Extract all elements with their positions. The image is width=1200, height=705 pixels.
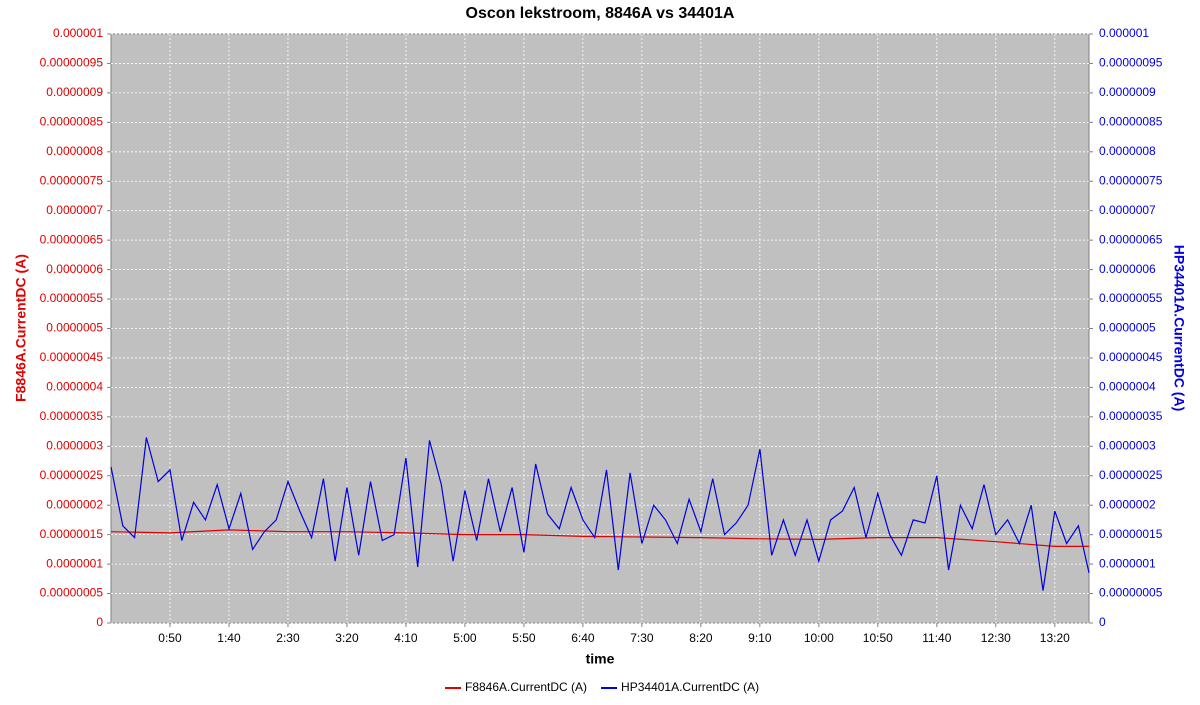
x-tick-label: 0:50 <box>158 631 182 645</box>
y2-tick-label: 0.00000085 <box>1099 115 1163 129</box>
y2-tick-label: 0.00000015 <box>1099 527 1163 541</box>
y-tick-label: 0.00000005 <box>40 586 104 600</box>
series-line <box>110 437 1090 591</box>
y2-tick-label: 0.00000095 <box>1099 56 1163 70</box>
y2-axis-title: HP34401A.CurrentDC (A) <box>1171 245 1187 411</box>
y2-tick-label: 0.0000008 <box>1099 144 1156 158</box>
y2-tick-label: 0.0000009 <box>1099 85 1156 99</box>
y2-tick-label: 0.00000045 <box>1099 350 1163 364</box>
y-tick-label: 0.0000001 <box>46 556 103 570</box>
x-tick-label: 1:40 <box>217 631 241 645</box>
chart-title: Oscon lekstroom, 8846A vs 34401A <box>466 5 735 22</box>
y-tick-label: 0.00000065 <box>40 232 104 246</box>
y2-tick-label: 0 <box>1099 615 1106 629</box>
y-tick-label: 0.0000003 <box>46 438 103 452</box>
y2-tick-label: 0.0000004 <box>1099 380 1156 394</box>
x-tick-label: 8:20 <box>689 631 713 645</box>
y2-tick-label: 0.00000075 <box>1099 173 1163 187</box>
x-tick-label: 9:10 <box>748 631 772 645</box>
y-axis-title: F8846A.CurrentDC (A) <box>13 254 29 402</box>
x-tick-label: 10:00 <box>804 631 834 645</box>
y-tick-label: 0.00000025 <box>40 468 104 482</box>
legend-label: HP34401A.CurrentDC (A) <box>621 680 759 694</box>
y2-tick-label: 0.00000025 <box>1099 468 1163 482</box>
y-tick-label: 0.0000005 <box>46 321 103 335</box>
x-tick-label: 11:40 <box>922 631 951 645</box>
x-axis-title: time <box>586 651 615 667</box>
y2-tick-label: 0.00000005 <box>1099 586 1163 600</box>
y-tick-label: 0.0000008 <box>46 144 103 158</box>
x-tick-label: 13:20 <box>1040 631 1070 645</box>
x-tick-label: 10:50 <box>863 631 893 645</box>
series-line <box>110 529 1089 547</box>
y2-tick-label: 0.0000005 <box>1099 321 1156 335</box>
y-tick-label: 0 <box>96 615 103 629</box>
y2-tick-label: 0.0000007 <box>1099 203 1156 217</box>
y2-tick-label: 0.0000003 <box>1099 438 1156 452</box>
y-tick-label: 0.0000006 <box>46 262 103 276</box>
y-tick-label: 0.0000002 <box>46 497 103 511</box>
x-tick-label: 3:20 <box>335 631 359 645</box>
y-tick-label: 0.0000007 <box>46 203 103 217</box>
x-tick-label: 12:30 <box>981 631 1011 645</box>
y-tick-label: 0.00000015 <box>40 527 104 541</box>
y2-tick-label: 0.00000055 <box>1099 291 1163 305</box>
x-tick-label: 7:30 <box>630 631 654 645</box>
y-tick-label: 0.00000045 <box>40 350 104 364</box>
y-tick-label: 0.00000095 <box>40 56 104 70</box>
y-tick-label: 0.000001 <box>53 26 103 40</box>
x-tick-label: 5:00 <box>453 631 477 645</box>
y2-tick-label: 0.0000006 <box>1099 262 1156 276</box>
y2-tick-label: 0.00000065 <box>1099 232 1163 246</box>
legend-label: F8846A.CurrentDC (A) <box>465 680 587 694</box>
y-tick-label: 0.00000075 <box>40 173 104 187</box>
y2-tick-label: 0.0000001 <box>1099 556 1156 570</box>
y2-tick-label: 0.00000035 <box>1099 409 1163 423</box>
y-tick-label: 0.0000004 <box>46 380 103 394</box>
x-tick-label: 2:30 <box>276 631 300 645</box>
y-tick-label: 0.00000085 <box>40 115 104 129</box>
x-tick-label: 4:10 <box>394 631 418 645</box>
x-tick-label: 6:40 <box>571 631 595 645</box>
x-tick-label: 5:50 <box>512 631 536 645</box>
y2-tick-label: 0.0000002 <box>1099 497 1156 511</box>
y-tick-label: 0.00000035 <box>40 409 104 423</box>
y-tick-label: 0.00000055 <box>40 291 104 305</box>
y-tick-label: 0.0000009 <box>46 85 103 99</box>
y2-tick-label: 0.000001 <box>1099 26 1149 40</box>
